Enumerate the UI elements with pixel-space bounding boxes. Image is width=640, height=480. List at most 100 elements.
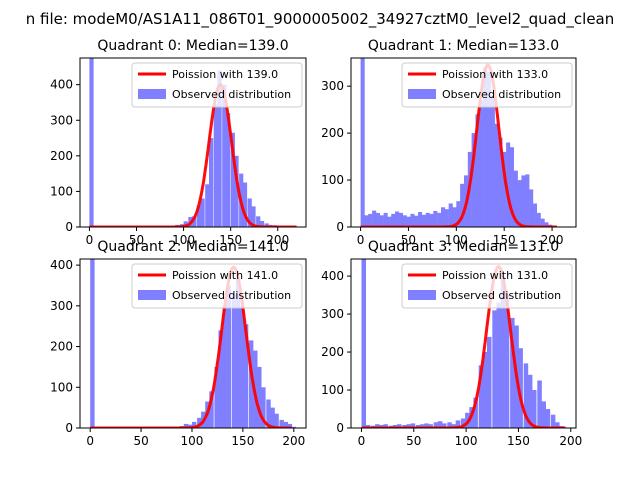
legend: Poission with 131.0 Observed distribution [401,263,573,309]
x-tick-label: 50 [133,434,148,448]
y-tick-label: 0 [336,220,344,234]
histogram-bar [487,336,492,428]
histogram-bar [518,348,523,428]
histogram-bar [437,212,442,227]
y-tick-label: 400 [50,258,73,272]
y-tick-label: 200 [321,126,344,140]
histogram-bar [197,417,202,428]
x-tick-label: 150 [493,233,516,247]
histogram-bar [444,209,449,227]
histogram-bar [428,424,433,428]
y-tick-label: 300 [50,299,73,313]
histogram-bar [500,276,506,428]
x-tick-label: 50 [129,233,144,247]
legend: Poission with 133.0 Observed distribution [401,62,573,108]
histogram-bar [375,212,380,227]
histogram-bar [249,340,254,428]
histogram-bar [270,407,275,428]
histogram-bar [209,391,214,428]
histogram-bar [504,295,510,428]
histogram-bar [383,424,388,428]
histogram-bar [279,419,284,428]
histogram-bar [478,365,484,428]
y-tick-label: 300 [321,79,344,93]
legend-box [401,62,573,108]
x-tick-label: 100 [181,434,204,448]
histogram-bar [291,426,297,428]
legend-label: Poission with 131.0 [442,269,548,282]
legend-label: Observed distribution [442,88,561,101]
poisson-curve [360,63,557,227]
legend-box [131,263,303,309]
histogram-bar [414,215,419,227]
histogram-bar [397,424,402,428]
histogram-bar [410,213,415,227]
histogram-bar [231,293,237,428]
axes-frame [350,57,577,228]
x-tick-label: 0 [86,434,94,448]
x-tick-label: 200 [282,434,305,448]
histogram-bar [242,182,248,227]
subplot-quadrant-0: 0 50 100 150 200 0 100 200 300 400 Quadrant 0: Med… [50,38,307,247]
histogram-bar [517,180,522,227]
histogram-bar [259,221,265,227]
histogram-bar [360,58,365,227]
histogram-bar [213,104,218,227]
histogram-bar [460,418,466,428]
histogram-bar [471,133,476,227]
histogram-bar [545,409,551,428]
histogram-bar [433,422,439,428]
histogram-bar [251,206,256,227]
histogram-bar [429,213,434,227]
histogram-bar [540,218,545,227]
y-tick-label: 400 [321,269,344,283]
histogram-bar [433,211,438,227]
histogram-bar [473,397,478,428]
histogram-bar [537,380,542,428]
histogram-bar [90,259,95,428]
histogram-bar [502,151,507,227]
y-tick-label: 100 [321,383,344,397]
y-tick-label: 100 [50,380,73,394]
histogram-bar [226,285,231,428]
histogram-bar [452,207,457,227]
histogram-bar [483,67,488,227]
subplot-title: Quadrant 0: Median=139.0 [97,38,288,54]
y-tick-label: 100 [321,173,344,187]
histogram-bar [379,215,384,227]
histogram-bar [214,366,219,428]
histogram-bar [192,421,197,428]
x-tick-label: 150 [507,434,530,448]
y-tick-label: 200 [50,340,73,354]
histogram-bar [200,198,205,227]
histogram-bar [383,212,388,227]
histogram-bar [218,330,223,428]
histogram-bar [513,170,518,227]
histogram-bar [209,138,214,227]
histogram-bar [257,366,262,428]
histogram-bar [395,211,400,227]
histogram-bar [222,84,227,227]
histogram-bar [529,189,534,227]
legend-box [401,263,573,309]
x-tick-label: 100 [172,233,195,247]
histogram-bar [420,424,425,428]
legend-bar-swatch [138,290,166,300]
histogram-bar [222,305,227,428]
histogram-bar [442,423,447,428]
histogram-bar [541,401,546,428]
histogram-bar [410,423,416,428]
legend-bar-swatch [408,89,436,99]
histogram-bar [368,213,373,227]
subplot-title: Quadrant 3: Median=131.0 [368,239,559,255]
histogram-bar [532,203,537,227]
y-tick-label: 0 [65,421,73,435]
histogram-bar [247,198,252,227]
histogram-bar [479,100,484,227]
subplot-quadrant-1: 0 50 100 150 200 0 100 200 300 Quadrant 1: Median… [321,38,577,247]
histogram-bar [217,70,222,227]
histogram-bar [183,221,188,227]
histogram-bar [550,414,556,428]
legend-label: Observed distribution [172,289,291,302]
